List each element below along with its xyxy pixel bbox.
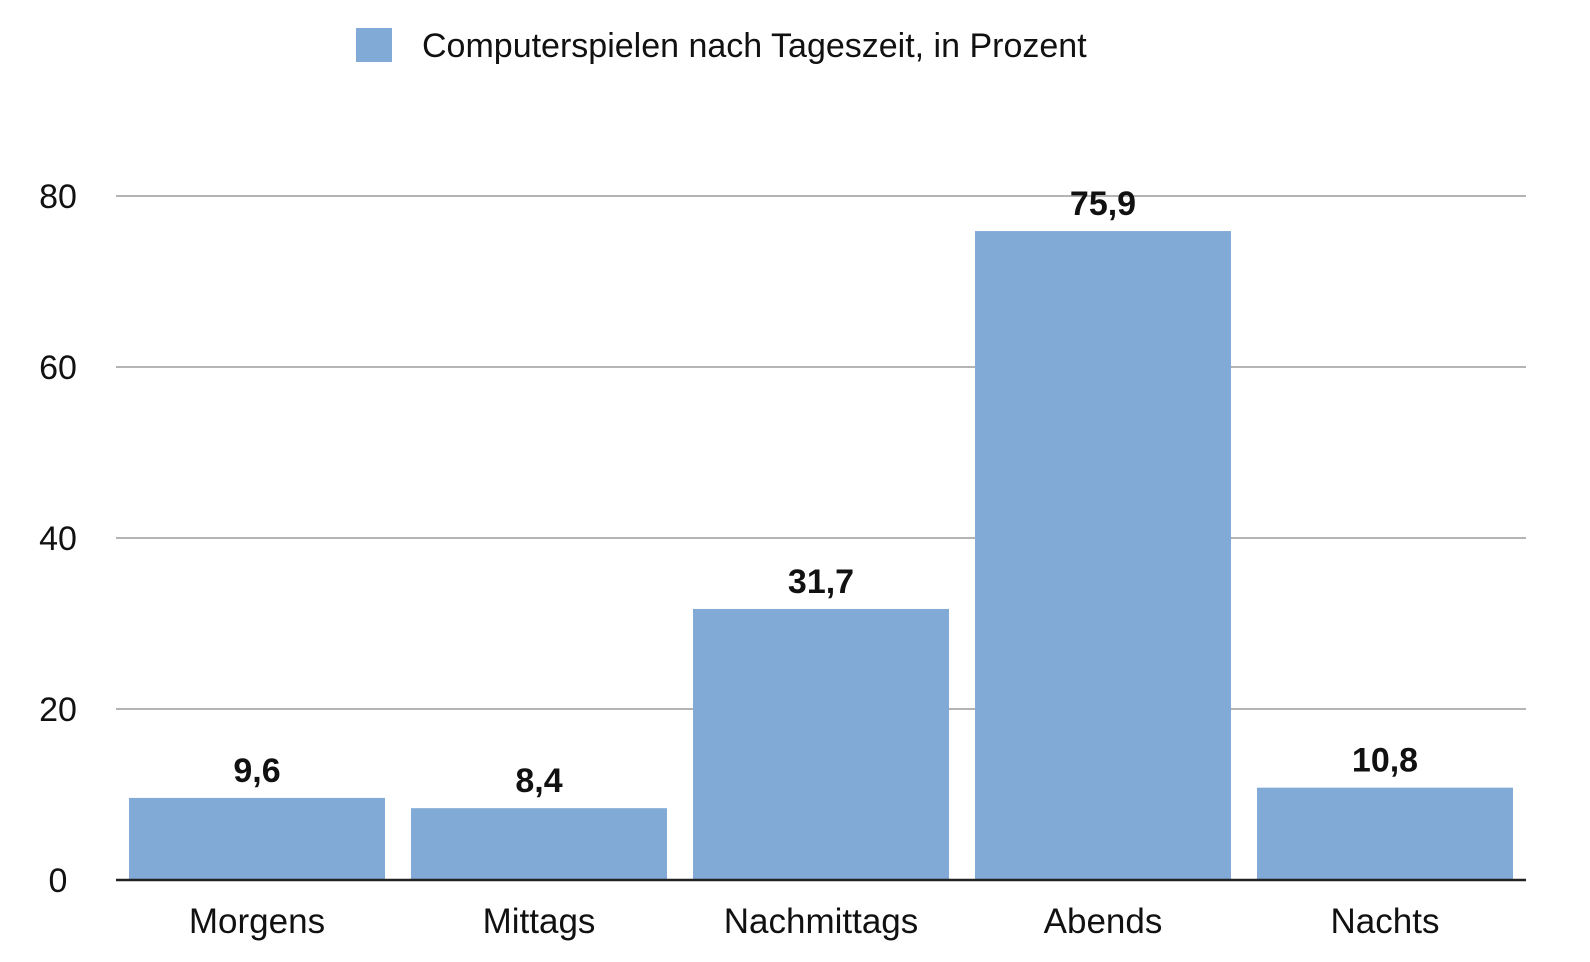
x-category-label: Nachmittags [724,902,919,941]
bar-morgens [129,797,385,880]
x-category-label: Morgens [189,902,325,941]
legend-swatch [356,28,392,62]
bar-abends [975,231,1231,880]
bar-mittags [411,808,667,880]
value-label: 8,4 [515,762,562,800]
y-tick-label: 0 [49,862,68,900]
bar-nachts [1257,787,1513,880]
y-tick-label: 80 [39,178,77,216]
y-tick-label: 40 [39,520,77,558]
bars [129,231,1513,880]
value-label: 9,6 [233,752,280,790]
x-category-label: Abends [1044,902,1163,941]
x-category-label: Mittags [483,902,596,941]
value-label: 10,8 [1352,742,1418,780]
y-tick-label: 20 [39,691,77,729]
legend-label: Computerspielen nach Tageszeit, in Proze… [422,27,1087,65]
x-category-label: Nachts [1331,902,1440,941]
value-label: 31,7 [788,563,854,601]
legend: Computerspielen nach Tageszeit, in Proze… [356,27,1087,65]
bar-nachmittags [693,608,949,880]
x-axis-category-labels: Morgens Mittags Nachmittags Abends Nachts [189,902,1440,941]
y-tick-label: 60 [39,349,77,387]
value-labels: 9,6 8,4 31,7 75,9 10,8 [233,185,1418,800]
value-label: 75,9 [1070,185,1136,223]
y-axis-tick-labels: 0 20 40 60 80 [39,178,77,900]
